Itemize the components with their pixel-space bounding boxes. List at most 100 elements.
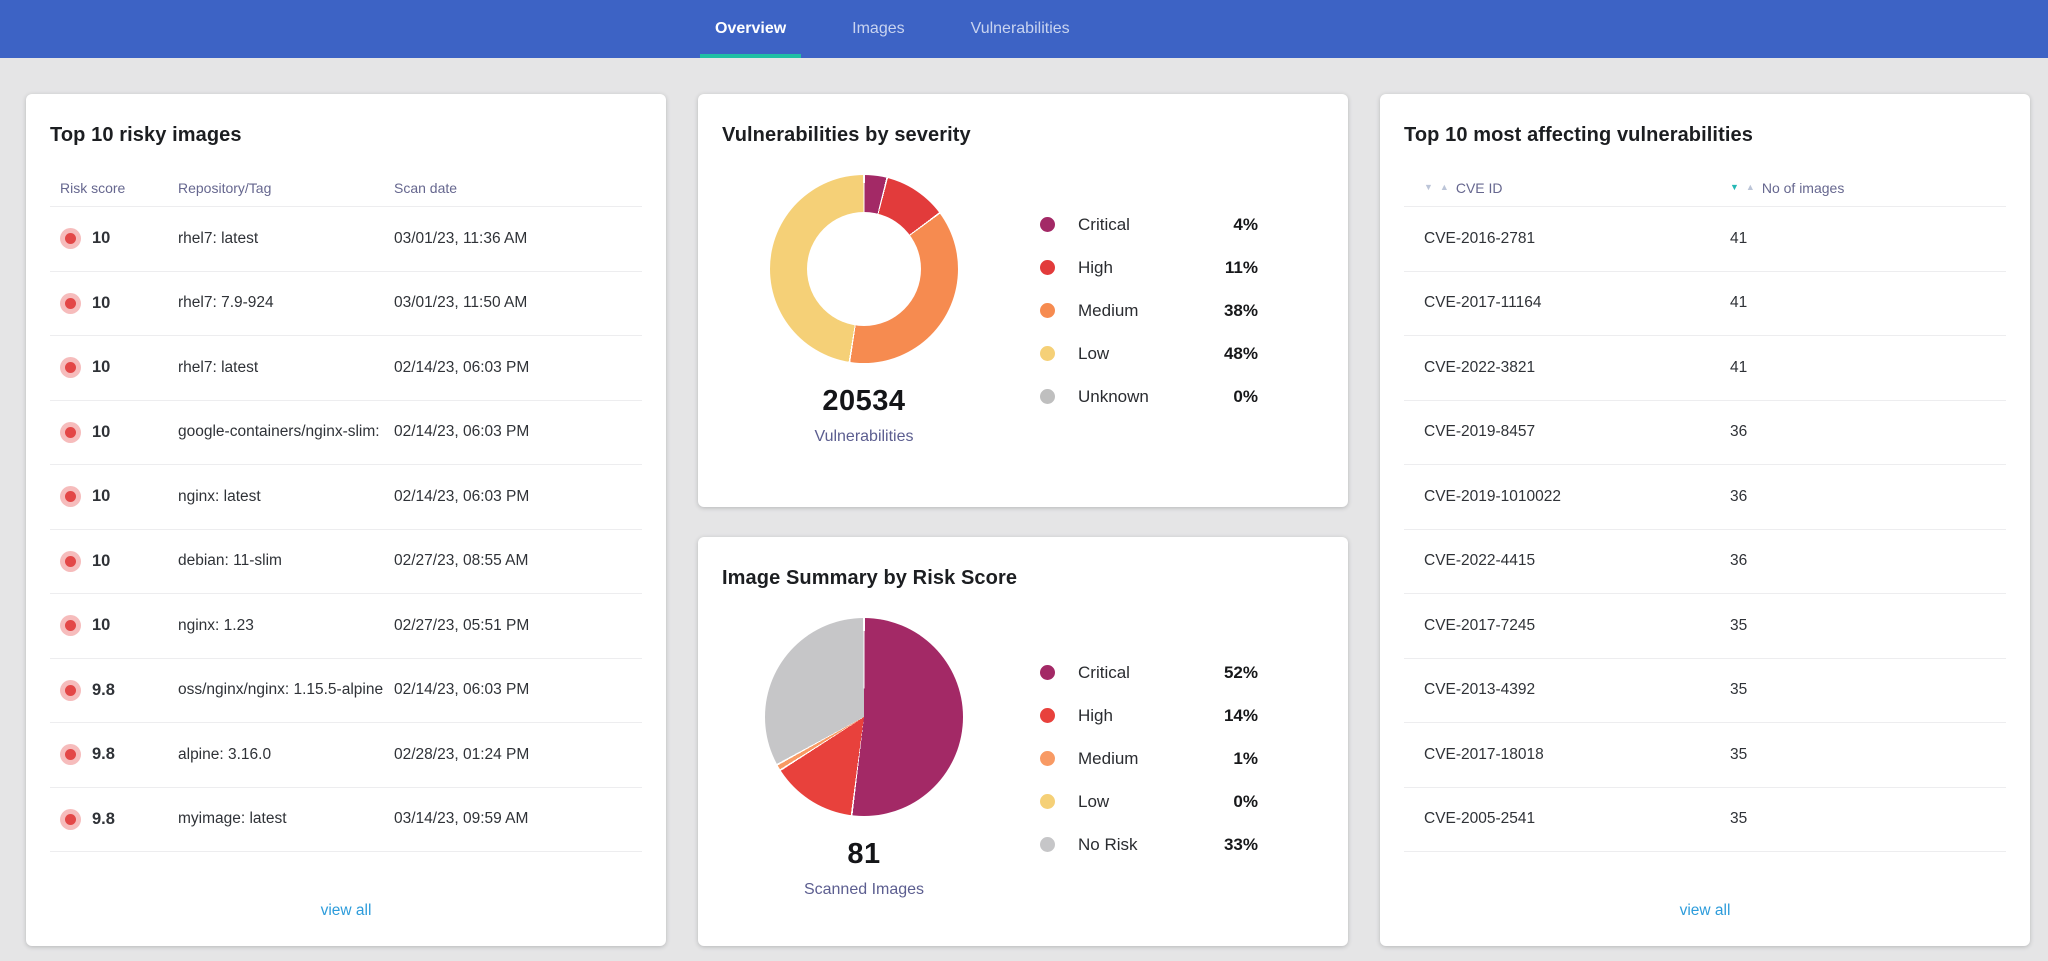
scanned-images-count: 81 (847, 838, 881, 870)
legend-value: 4% (1233, 214, 1258, 234)
risk-score-cell: 10 (60, 615, 178, 637)
vulnerability-row[interactable]: CVE-2022-4415 36 (1404, 530, 2006, 594)
scan-date-value: 03/14/23, 09:59 AM (394, 810, 529, 828)
repository-tag-value: myimage: latest (178, 810, 287, 828)
sort-icons[interactable]: ▼ ▲ (1730, 183, 1755, 192)
no-of-images-value: 36 (1730, 487, 1748, 505)
legend-label: Medium (1078, 300, 1139, 320)
risky-image-row[interactable]: 10 rhel7: latest 02/14/23, 06:03 PM (50, 336, 642, 401)
top-vulnerabilities-title: Top 10 most affecting vulnerabilities (1404, 124, 1753, 146)
legend-label: Low (1078, 343, 1110, 363)
column-scan-date[interactable]: Scan date (394, 180, 642, 196)
column-repository-tag-label: Repository/Tag (178, 179, 272, 196)
no-of-images-value: 41 (1730, 229, 1748, 247)
scanned-images-label: Scanned Images (803, 881, 925, 898)
severity-donut-chart[interactable] (770, 175, 958, 363)
scan-date-value: 03/01/23, 11:36 AM (394, 229, 528, 247)
sort-asc-icon: ▲ (1439, 182, 1449, 192)
legend-item[interactable]: Low 0% (1040, 780, 1258, 823)
vulnerabilities-total-count: 20534 (822, 385, 906, 417)
risky-image-row[interactable]: 9.8 alpine: 3.16.0 02/28/23, 01:24 PM (50, 723, 642, 788)
risk-level-dot-icon (60, 421, 81, 443)
risky-images-table-body: 10 rhel7: latest 03/01/23, 11:36 AM 10 r… (50, 207, 642, 852)
vulnerability-row[interactable]: CVE-2022-3821 41 (1404, 336, 2006, 401)
no-of-images-value: 36 (1730, 552, 1748, 570)
sort-icons[interactable]: ▼ ▲ (1424, 183, 1449, 192)
column-no-of-images[interactable]: ▼ ▲ No of images (1730, 180, 2006, 196)
legend-item[interactable]: No Risk 33% (1040, 823, 1258, 866)
risky-image-row[interactable]: 10 rhel7: 7.9-924 03/01/23, 11:50 AM (50, 272, 642, 336)
risk-score-pie-chart[interactable] (765, 618, 963, 816)
cve-id-value: CVE-2017-18018 (1424, 745, 1544, 763)
cve-id-value: CVE-2022-4415 (1424, 552, 1536, 570)
vulnerability-row[interactable]: CVE-2017-7245 35 (1404, 594, 2006, 659)
risk-level-dot-icon (60, 228, 81, 250)
vulnerability-row[interactable]: CVE-2019-8457 36 (1404, 401, 2006, 465)
legend-dot-icon (1040, 708, 1055, 723)
scan-date-value: 02/14/23, 06:03 PM (394, 423, 530, 441)
column-scan-date-label: Scan date (394, 179, 458, 196)
risk-score-value: 10 (92, 616, 111, 635)
tab-images-label: Images (852, 20, 905, 37)
risky-image-row[interactable]: 10 rhel7: latest 03/01/23, 11:36 AM (50, 207, 642, 272)
vulnerability-row[interactable]: CVE-2019-1010022 36 (1404, 465, 2006, 530)
vulnerability-row[interactable]: CVE-2005-2541 35 (1404, 788, 2006, 852)
repository-tag-value: rhel7: 7.9-924 (178, 294, 274, 312)
risky-image-row[interactable]: 10 debian: 11-slim 02/27/23, 08:55 AM (50, 530, 642, 594)
risky-image-row[interactable]: 9.8 myimage: latest 03/14/23, 09:59 AM (50, 788, 642, 852)
legend-label: Critical (1078, 214, 1130, 234)
risky-images-card: Top 10 risky images Risk score Repositor… (26, 94, 666, 946)
legend-item[interactable]: High 14% (1040, 694, 1258, 737)
risky-image-row[interactable]: 9.8 oss/nginx/nginx: 1.15.5-alpine 02/14… (50, 659, 642, 723)
charts-column: Vulnerabilities by severity 20534 Vulner… (698, 94, 1348, 946)
vulnerability-row[interactable]: CVE-2017-11164 41 (1404, 272, 2006, 336)
legend-item[interactable]: High 11% (1040, 246, 1258, 289)
risk-score-cell: 9.8 (60, 808, 178, 830)
scan-date-value: 02/14/23, 06:03 PM (394, 358, 530, 376)
legend-value: 38% (1223, 300, 1258, 320)
vulnerabilities-total-label: Vulnerabilities (814, 428, 914, 445)
vulnerability-row[interactable]: CVE-2016-2781 41 (1404, 207, 2006, 272)
no-of-images-value: 35 (1730, 810, 1748, 828)
no-of-images-value: 35 (1730, 681, 1748, 699)
tab-vulnerabilities[interactable]: Vulnerabilities (956, 0, 1085, 58)
legend-dot-icon (1040, 837, 1055, 852)
legend-value: 1% (1233, 748, 1258, 768)
risky-image-row[interactable]: 10 nginx: 1.23 02/27/23, 05:51 PM (50, 594, 642, 659)
vulnerability-row[interactable]: CVE-2017-18018 35 (1404, 723, 2006, 788)
risky-image-row[interactable]: 10 google-containers/nginx-slim: 02/14/2… (50, 401, 642, 465)
sort-asc-icon: ▲ (1745, 182, 1755, 192)
risk-score-cell: 9.8 (60, 744, 178, 766)
legend-label: High (1078, 257, 1113, 277)
legend-value: 48% (1223, 343, 1258, 363)
legend-item[interactable]: Medium 1% (1040, 737, 1258, 780)
legend-dot-icon (1040, 217, 1055, 232)
tab-overview[interactable]: Overview (700, 0, 802, 58)
legend-item[interactable]: Low 48% (1040, 332, 1258, 375)
legend-dot-icon (1040, 260, 1055, 275)
risk-level-dot-icon (60, 292, 81, 314)
legend-item[interactable]: Critical 4% (1040, 203, 1258, 246)
column-repository-tag[interactable]: Repository/Tag (178, 180, 394, 196)
top-vulnerabilities-table-body: CVE-2016-2781 41 CVE-2017-11164 41 CVE-2… (1404, 207, 2006, 852)
scan-date-value: 02/27/23, 08:55 AM (394, 552, 529, 570)
risk-score-cell: 10 (60, 550, 178, 572)
legend-dot-icon (1040, 346, 1055, 361)
risky-image-row[interactable]: 10 nginx: latest 02/14/23, 06:03 PM (50, 465, 642, 530)
no-of-images-value: 41 (1730, 294, 1748, 312)
legend-item[interactable]: Unknown 0% (1040, 375, 1258, 418)
tab-images[interactable]: Images (837, 0, 919, 58)
risk-score-value: 10 (92, 487, 111, 506)
risky-images-table-header: Risk score Repository/Tag Scan date (50, 169, 642, 207)
repository-tag-value: rhel7: latest (178, 358, 259, 376)
top-vulnerabilities-view-all-link[interactable]: view all (1679, 902, 1731, 919)
column-cve-id[interactable]: ▼ ▲ CVE ID (1424, 180, 1730, 196)
legend-item[interactable]: Medium 38% (1040, 289, 1258, 332)
legend-item[interactable]: Critical 52% (1040, 651, 1258, 694)
vulnerability-row[interactable]: CVE-2013-4392 35 (1404, 659, 2006, 723)
risky-images-view-all-link[interactable]: view all (320, 902, 372, 919)
column-risk-score[interactable]: Risk score (60, 180, 178, 196)
no-of-images-value: 36 (1730, 423, 1748, 441)
cve-id-value: CVE-2019-8457 (1424, 423, 1536, 441)
risk-score-value: 9.8 (92, 809, 115, 828)
